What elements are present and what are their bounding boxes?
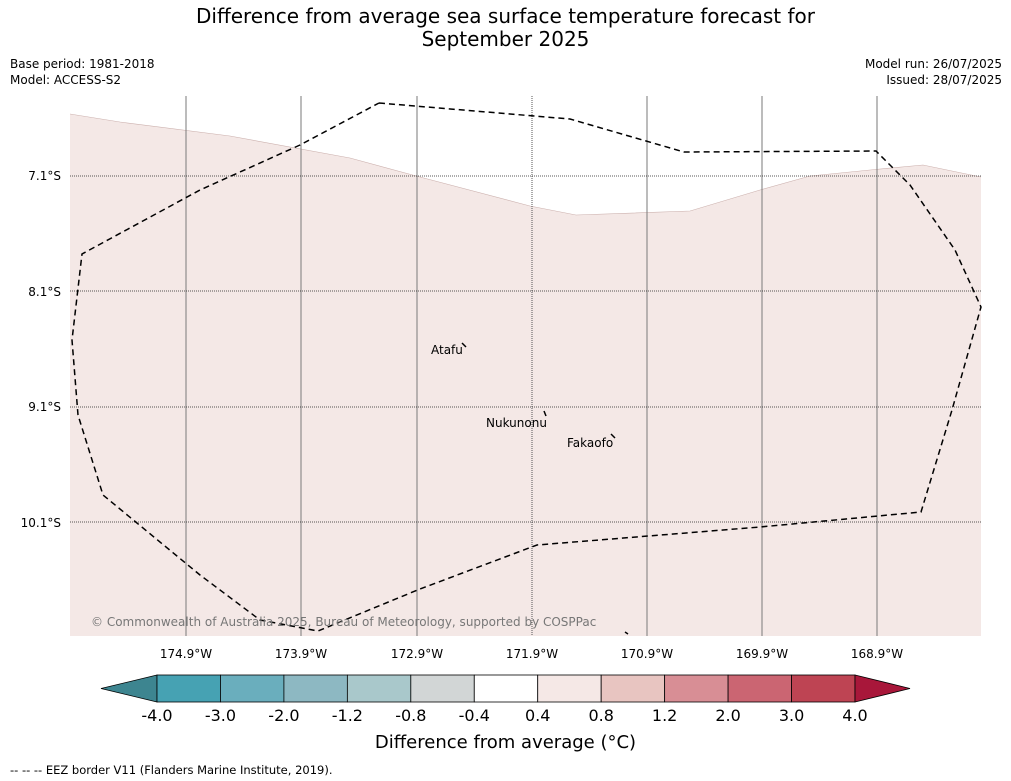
colorbar-segment	[791, 674, 856, 703]
colorbar-segment	[537, 674, 602, 703]
lon-label: 168.9°W	[851, 647, 903, 661]
lat-label: 9.1°S	[28, 400, 61, 414]
colorbar-segment	[600, 674, 666, 703]
colorbar-tick-label: 0.4	[525, 706, 550, 725]
lat-label: 7.1°S	[28, 169, 61, 183]
colorbar-tick-label: 1.2	[652, 706, 677, 725]
lon-label: 172.9°W	[391, 647, 443, 661]
colorbar-segment	[156, 674, 221, 703]
model-name: Model: ACCESS-S2	[10, 73, 122, 87]
colorbar-segment	[473, 674, 539, 703]
meta-right: Model run: 26/07/2025 Issued: 28/07/2025	[865, 56, 1002, 88]
lon-label: 170.9°W	[621, 647, 673, 661]
colorbar-segment	[664, 674, 729, 703]
title-line-1: Difference from average sea surface temp…	[195, 4, 815, 28]
colorbar-label: Difference from average (°C)	[374, 732, 637, 753]
meridians	[185, 96, 878, 636]
colorbar-under-arrow	[100, 674, 158, 703]
island-atafu	[461, 342, 467, 348]
colorbar-tick-label: 4.0	[842, 706, 867, 725]
lon-label: 169.9°W	[736, 647, 788, 661]
colorbar: -4.0 -3.0 -2.0 -1.2 -0.8 -0.4 0.4 0.8 1.2 2.0 3.0 4…	[100, 674, 911, 725]
issued-date: Issued: 28/07/2025	[886, 73, 1002, 87]
title-line-2: September 2025	[421, 27, 590, 51]
colorbar-tick-label: -4.0	[141, 706, 172, 725]
colorbar-over-arrow	[854, 674, 911, 703]
anomaly-edge	[69, 113, 982, 216]
copyright-note: © Commonwealth of Australia 2025, Bureau…	[91, 615, 596, 629]
place-label: Atafu	[431, 343, 463, 357]
eez-border	[71, 102, 982, 632]
lat-label: 8.1°S	[28, 285, 61, 299]
colorbar-segment	[220, 674, 285, 703]
colorbar-segment	[727, 674, 792, 703]
colorbar-tick-label: -1.2	[332, 706, 363, 725]
meta-left: Base period: 1981-2018 Model: ACCESS-S2	[10, 56, 155, 88]
island-swains	[624, 631, 629, 635]
sst-anomaly-area	[70, 114, 981, 636]
place-label: Fakaofo	[567, 436, 613, 450]
colorbar-tick-label: 3.0	[779, 706, 804, 725]
island-fakaofo	[610, 433, 616, 439]
colorbar-segment	[346, 674, 412, 703]
lon-label: 174.9°W	[160, 647, 212, 661]
colorbar-tick-label: -0.4	[459, 706, 490, 725]
colorbar-tick-label: 0.8	[588, 706, 613, 725]
colorbar-segment	[410, 674, 475, 703]
island-nukunonu	[543, 410, 547, 417]
colorbar-tick-label: -3.0	[205, 706, 236, 725]
lon-label: 173.9°W	[275, 647, 327, 661]
lon-label: 171.9°W	[506, 647, 558, 661]
lat-label: 10.1°S	[21, 516, 61, 530]
map-title: Difference from average sea surface temp…	[0, 5, 1011, 51]
colorbar-segment	[283, 674, 348, 703]
base-period: Base period: 1981-2018	[10, 57, 155, 71]
colorbar-tick-label: -2.0	[268, 706, 299, 725]
model-run: Model run: 26/07/2025	[864, 57, 1002, 71]
colorbar-tick-label: -0.8	[395, 706, 426, 725]
eez-legend-text: -- -- -- EEZ border V11 (Flanders Marine…	[10, 763, 333, 777]
colorbar-tick-label: 2.0	[715, 706, 740, 725]
place-label: Nukunonu	[486, 416, 547, 430]
